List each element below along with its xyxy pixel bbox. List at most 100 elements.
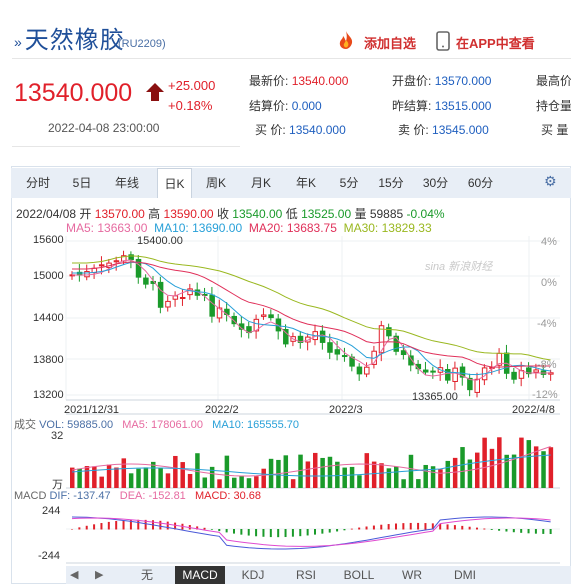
candle [283, 328, 289, 345]
indicator-tabs: 无 MACD KDJ RSI BOLL WR DMI [66, 566, 571, 584]
indicator-tab-5[interactable]: WR [402, 568, 422, 582]
prev-icon[interactable]: ◀ [70, 569, 79, 581]
macd-bar [225, 529, 228, 533]
candle [135, 258, 142, 278]
volume-bar [158, 467, 163, 488]
candle [334, 349, 341, 355]
price-tick: 15600 [33, 234, 64, 246]
candle [400, 350, 407, 356]
next-icon[interactable]: ▶ [95, 569, 104, 581]
indicator-tab-1[interactable]: MACD [175, 566, 225, 584]
tab-6[interactable]: 年K [295, 176, 316, 190]
tab-2[interactable]: 年线 [114, 176, 139, 190]
tab-0[interactable]: 分时 [25, 176, 50, 190]
kline-info: 2022/04/08 开 13570.00 高 13590.00 收 13540… [16, 207, 445, 221]
macd-bar [240, 529, 243, 535]
quote-field: 买 价: 13540.000 [255, 123, 346, 137]
tab-5[interactable]: 月K [250, 176, 271, 190]
macd-bar [387, 524, 390, 530]
indicator-tab-6[interactable]: DMI [454, 568, 476, 582]
volume-bar [136, 468, 141, 488]
volume-bar [261, 468, 266, 488]
volume-bar [70, 467, 75, 488]
volume-bar [497, 437, 502, 488]
macd-bar [417, 522, 420, 530]
volume-bar [452, 457, 458, 488]
candle [327, 342, 333, 353]
candle [474, 378, 480, 393]
macd-bar [100, 523, 103, 530]
volume-axis-unit: 万 [52, 479, 63, 491]
macd-bar [159, 520, 162, 530]
tab-8[interactable]: 15分 [378, 176, 404, 190]
indicator-tab-4[interactable]: BOLL [343, 568, 375, 582]
tab-3[interactable]: 日K [157, 168, 192, 198]
candle [113, 260, 120, 263]
macd-bar [461, 525, 464, 530]
tab-1[interactable]: 5日 [72, 176, 92, 190]
add-favorite-label: 添加自选 [364, 36, 417, 51]
price-tick: 13800 [33, 354, 64, 366]
volume-bar [143, 467, 149, 488]
ma30-line [72, 255, 551, 361]
tab-10[interactable]: 60分 [467, 176, 494, 190]
candle [187, 288, 193, 296]
volume-bar [445, 460, 451, 488]
volume-bar [533, 446, 539, 488]
volume-bar [114, 467, 119, 488]
volume-bar [173, 455, 178, 488]
candle [533, 369, 539, 373]
macd-bar [218, 529, 221, 532]
volume-bar [232, 477, 237, 488]
volume-bar [430, 466, 436, 488]
volume-bar [298, 454, 303, 488]
add-favorite-button[interactable]: 添加自选 [338, 31, 417, 52]
volume-bar [475, 452, 480, 488]
open-app-button[interactable]: 在APP中查看 [436, 31, 535, 52]
macd-bar [262, 529, 265, 537]
candle [511, 371, 517, 380]
volume-bar [416, 479, 421, 488]
double-chevron-icon: » [14, 33, 23, 50]
date-tick: 2022/2 [205, 404, 239, 416]
macd-bar [490, 529, 493, 530]
price-change: +25.000 +0.18% [168, 76, 215, 116]
tab-7[interactable]: 5分 [339, 176, 359, 190]
volume-bar [548, 447, 554, 488]
tab-4[interactable]: 周K [205, 176, 226, 190]
volume-bar [165, 473, 171, 488]
indicator-tab-2[interactable]: KDJ [241, 568, 265, 582]
volume-bar [239, 475, 244, 488]
macd-bar [358, 527, 361, 530]
instrument-code: (RU2209) [118, 38, 166, 50]
change-percent: +0.18% [168, 98, 213, 113]
macd-bar [115, 521, 118, 530]
volume-bar [320, 457, 325, 488]
macd-bar [424, 523, 427, 530]
candle [408, 355, 414, 366]
macd-bar [476, 527, 478, 530]
indicator-tab-3[interactable]: RSI [295, 568, 316, 582]
pct-tick: -4% [537, 318, 557, 330]
macd-bar [284, 529, 287, 538]
volume-ma5-line [71, 446, 551, 477]
macd-bar [299, 529, 302, 537]
volume-bar [195, 453, 200, 488]
macd-bar [446, 524, 449, 530]
dea-line [71, 517, 551, 547]
quote-timestamp: 2022-04-08 23:00:00 [48, 121, 160, 135]
indicator-tab-0[interactable]: 无 [140, 568, 153, 582]
volume-bar [313, 452, 318, 488]
macd-bar [453, 525, 456, 530]
macd-bar [107, 521, 110, 530]
quote-field: 卖 价: 13545.000 [398, 123, 489, 137]
candle [231, 315, 237, 325]
settings-icon[interactable]: ⚙ [544, 173, 557, 189]
macd-bar [549, 529, 552, 535]
macd-bar [85, 525, 88, 530]
volume-bar [246, 478, 252, 488]
volume-bar [151, 461, 156, 488]
candle [98, 264, 105, 267]
tab-9[interactable]: 30分 [422, 176, 449, 190]
